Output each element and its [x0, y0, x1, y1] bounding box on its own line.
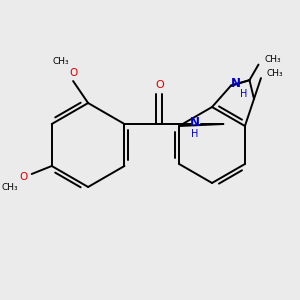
- Text: O: O: [155, 80, 164, 90]
- Text: H: H: [240, 88, 248, 99]
- Text: O: O: [69, 68, 77, 78]
- Text: H: H: [191, 129, 198, 139]
- Text: CH₃: CH₃: [264, 55, 281, 64]
- Text: N: N: [189, 116, 200, 128]
- Text: CH₃: CH₃: [2, 184, 18, 193]
- Text: N: N: [231, 77, 241, 90]
- Text: CH₃: CH₃: [267, 69, 283, 78]
- Text: CH₃: CH₃: [53, 56, 69, 65]
- Text: O: O: [20, 172, 28, 182]
